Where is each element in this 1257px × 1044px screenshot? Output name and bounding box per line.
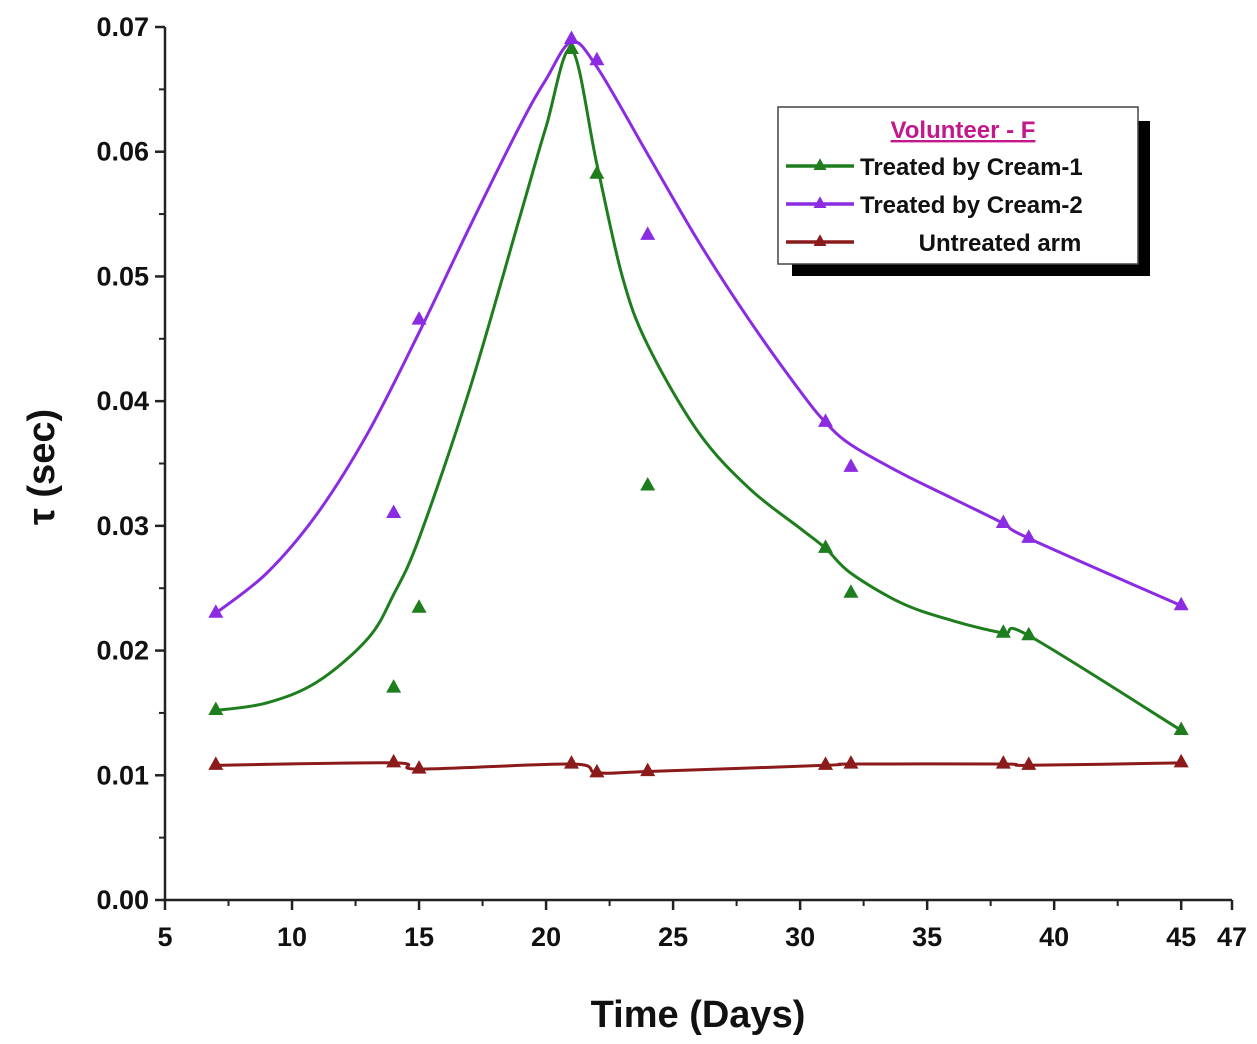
data-point-untreated-arm bbox=[843, 755, 859, 769]
data-point-treated-by-cream-1 bbox=[1173, 721, 1189, 735]
data-point-untreated-arm bbox=[640, 762, 656, 777]
x-tick-label: 47 bbox=[1217, 922, 1247, 952]
data-point-treated-by-cream-1 bbox=[208, 701, 224, 716]
legend-title: Volunteer - F bbox=[891, 117, 1036, 144]
data-point-treated-by-cream-1 bbox=[589, 165, 605, 179]
legend-label-treated-by-cream-2: Treated by Cream-2 bbox=[860, 192, 1083, 219]
data-point-untreated-arm bbox=[818, 756, 834, 770]
series-line-untreated-arm bbox=[215, 761, 1182, 775]
data-point-treated-by-cream-1 bbox=[563, 40, 579, 55]
legend-marker-untreated-arm bbox=[813, 234, 827, 246]
data-point-treated-by-cream-1 bbox=[640, 477, 656, 491]
x-tick-label: 10 bbox=[277, 922, 307, 952]
data-point-treated-by-cream-1 bbox=[995, 624, 1011, 638]
legend-entries: Treated by Cream-1 Treated by Cream-2 Untr… bbox=[786, 154, 1083, 257]
x-axis-title: Time (Days) bbox=[591, 994, 806, 1036]
x-tick-label: 35 bbox=[912, 922, 942, 952]
y-tick-label: 0.06 bbox=[96, 137, 149, 167]
series-line-treated-by-cream-1 bbox=[215, 47, 1182, 732]
data-point-treated-by-cream-2 bbox=[563, 30, 579, 45]
series-line-treated-by-cream-2 bbox=[214, 40, 1182, 615]
data-point-untreated-arm bbox=[411, 760, 427, 774]
data-point-treated-by-cream-2 bbox=[411, 311, 427, 325]
data-point-untreated-arm bbox=[1021, 756, 1037, 770]
markers-layer bbox=[208, 30, 1189, 778]
x-tick-label: 5 bbox=[157, 922, 172, 952]
data-point-untreated-arm bbox=[208, 756, 224, 770]
data-point-treated-by-cream-2 bbox=[843, 458, 859, 472]
legend-box bbox=[777, 106, 1139, 265]
data-point-untreated-arm bbox=[589, 763, 605, 778]
y-tick-label: 0.05 bbox=[96, 261, 149, 291]
x-tick-label: 20 bbox=[531, 922, 561, 952]
data-point-untreated-arm bbox=[995, 755, 1011, 769]
y-tick-label: 0.01 bbox=[96, 760, 149, 790]
data-point-treated-by-cream-1 bbox=[1021, 626, 1037, 641]
data-point-treated-by-cream-2 bbox=[818, 413, 834, 427]
axes: 0.00 0.01 0.02 0.03 0.04 0.05 0.06 0.07 5 10 15 20 2… bbox=[96, 12, 1247, 952]
data-point-untreated-arm bbox=[1173, 753, 1189, 768]
x-tick-label: 30 bbox=[785, 922, 815, 952]
data-point-treated-by-cream-1 bbox=[386, 679, 402, 693]
data-point-treated-by-cream-1 bbox=[843, 584, 859, 598]
data-point-treated-by-cream-2 bbox=[386, 504, 402, 518]
data-point-treated-by-cream-2 bbox=[995, 514, 1011, 528]
series-layer bbox=[214, 40, 1182, 775]
y-tick-label: 0.00 bbox=[96, 885, 149, 915]
x-tick-label: 25 bbox=[658, 922, 688, 952]
legend-label-untreated-arm: Untreated arm bbox=[919, 230, 1082, 257]
x-tick-label: 45 bbox=[1166, 922, 1196, 952]
data-point-treated-by-cream-2 bbox=[208, 604, 224, 618]
data-point-treated-by-cream-2 bbox=[640, 226, 656, 240]
y-tick-label: 0.02 bbox=[96, 636, 149, 666]
data-point-untreated-arm bbox=[386, 753, 402, 768]
data-point-treated-by-cream-2 bbox=[1173, 596, 1189, 611]
y-tick-label: 0.04 bbox=[96, 386, 149, 416]
data-point-treated-by-cream-1 bbox=[411, 599, 427, 613]
data-point-treated-by-cream-1 bbox=[818, 539, 834, 553]
legend: Volunteer - F Treated by Cream-1Treated … bbox=[777, 106, 1150, 276]
x-tick-label: 40 bbox=[1039, 922, 1069, 952]
y-axis-title: τ (sec) bbox=[21, 409, 63, 525]
legend-label-treated-by-cream-1: Treated by Cream-1 bbox=[860, 154, 1083, 181]
x-tick-label: 15 bbox=[404, 922, 434, 952]
y-tick-label: 0.03 bbox=[96, 511, 149, 541]
legend-marker-treated-by-cream-1 bbox=[813, 158, 827, 170]
data-point-treated-by-cream-2 bbox=[1021, 529, 1037, 543]
data-point-treated-by-cream-2 bbox=[589, 51, 605, 66]
legend-marker-treated-by-cream-2 bbox=[813, 196, 827, 208]
y-tick-label: 0.07 bbox=[96, 12, 149, 42]
data-point-untreated-arm bbox=[563, 755, 579, 769]
